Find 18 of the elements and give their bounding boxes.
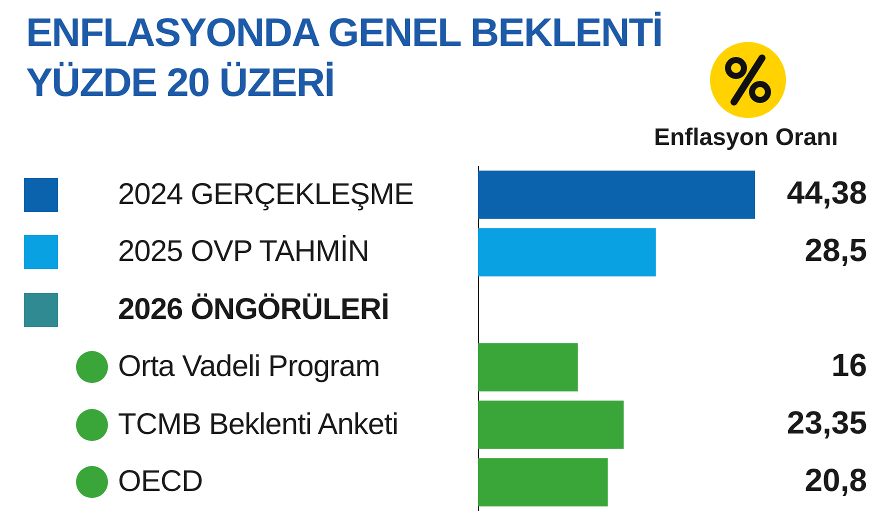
data-label: 44,38 [786, 174, 867, 211]
bar [478, 458, 608, 506]
data-label: 23,35 [786, 404, 867, 441]
y-tick-label: TCMB Beklenti Anketi [118, 406, 398, 443]
data-label: 28,5 [804, 232, 867, 268]
x-axis-title: Enflasyon Oranı [652, 124, 838, 152]
y-tick-label: 2026 ÖNGÖRÜLERİ [118, 292, 389, 328]
bar [478, 228, 656, 276]
bar [478, 343, 578, 392]
data-label: 20,8 [804, 462, 867, 498]
y-tick-label: OECD [118, 464, 203, 500]
data-label: 16 [831, 347, 867, 384]
chart-title: ENFLASYONDA GENEL BEKLENTİ YÜZDE 20 ÜZERİ [26, 10, 664, 107]
y-tick-label: 2025 OVP TAHMİN [118, 234, 369, 270]
bar [478, 170, 755, 219]
y-tick-label: 2024 GERÇEKLEŞME [118, 176, 414, 213]
bar [478, 400, 624, 449]
y-tick-label: Orta Vadeli Program [118, 349, 380, 386]
